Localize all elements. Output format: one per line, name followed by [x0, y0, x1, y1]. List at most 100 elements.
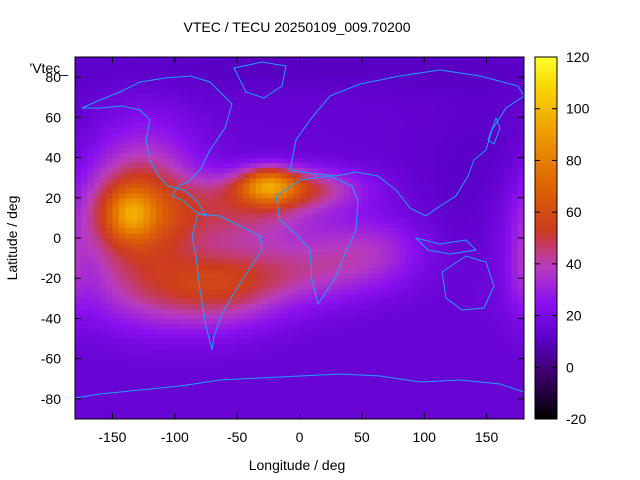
heatmap-cell — [374, 102, 382, 108]
heatmap-cell — [174, 293, 182, 299]
heatmap-cell — [486, 152, 494, 159]
heatmap-cell — [405, 212, 413, 219]
heatmap-cell — [249, 413, 257, 419]
heatmap-cell — [181, 263, 188, 269]
heatmap-cell — [112, 258, 120, 264]
heatmap-cell — [399, 162, 407, 169]
heatmap-cell — [87, 278, 95, 284]
heatmap-cell — [417, 388, 425, 395]
heatmap-cell — [181, 72, 188, 78]
heatmap-cell — [461, 147, 469, 154]
heatmap-cell — [417, 112, 425, 118]
heatmap-cell — [386, 238, 394, 244]
heatmap-cell — [174, 243, 182, 249]
heatmap-cell — [393, 258, 400, 264]
heatmap-cell — [467, 393, 475, 400]
heatmap-cell — [411, 192, 419, 199]
heatmap-cell — [442, 283, 450, 289]
heatmap-cell — [205, 112, 213, 118]
heatmap-cell — [336, 303, 344, 309]
heatmap-cell — [230, 343, 238, 350]
heatmap-cell — [380, 258, 388, 264]
heatmap-cell — [436, 227, 444, 234]
heatmap-cell — [205, 388, 213, 395]
heatmap-cell — [492, 132, 500, 139]
heatmap-cell — [399, 112, 407, 118]
heatmap-cell — [106, 248, 114, 254]
heatmap-cell — [187, 378, 195, 385]
heatmap-cell — [224, 137, 232, 144]
heatmap-cell — [336, 187, 344, 194]
heatmap-cell — [511, 97, 519, 103]
heatmap-cell — [106, 122, 114, 128]
heatmap-cell — [93, 132, 101, 139]
heatmap-cell — [124, 112, 132, 118]
heatmap-cell — [380, 152, 388, 159]
heatmap-cell — [455, 167, 463, 174]
heatmap-cell — [324, 343, 332, 350]
heatmap-cell — [361, 343, 369, 350]
heatmap-cell — [143, 197, 151, 204]
heatmap-cell — [324, 157, 332, 164]
heatmap-cell — [411, 147, 419, 154]
heatmap-cell — [75, 373, 82, 380]
heatmap-cell — [199, 222, 207, 229]
heatmap-cell — [237, 142, 244, 149]
heatmap-cell — [262, 187, 269, 194]
heatmap-cell — [193, 278, 201, 284]
heatmap-cell — [143, 318, 151, 325]
heatmap-cell — [343, 157, 350, 164]
heatmap-cell — [193, 187, 201, 194]
heatmap-cell — [99, 238, 107, 244]
heatmap-cell — [187, 122, 195, 128]
heatmap-cell — [149, 303, 157, 309]
heatmap-cell — [355, 92, 363, 98]
heatmap-cell — [368, 278, 375, 284]
heatmap-cell — [305, 127, 313, 134]
heatmap-cell — [380, 308, 388, 315]
heatmap-cell — [149, 398, 157, 405]
heatmap-cell — [187, 177, 195, 184]
heatmap-cell — [262, 197, 269, 204]
heatmap-cell — [75, 353, 82, 360]
heatmap-cell — [81, 268, 89, 274]
heatmap-cell — [449, 212, 457, 219]
heatmap-cell — [205, 77, 213, 83]
heatmap-cell — [249, 328, 257, 335]
heatmap-cell — [399, 182, 407, 189]
heatmap-cell — [156, 278, 163, 284]
heatmap-cell — [143, 243, 151, 249]
heatmap-cell — [224, 373, 232, 380]
heatmap-cell — [324, 333, 332, 340]
heatmap-cell — [305, 212, 313, 219]
heatmap-cell — [324, 263, 332, 269]
heatmap-cell — [417, 318, 425, 325]
heatmap-cell — [181, 323, 188, 330]
heatmap-cell — [330, 227, 338, 234]
heatmap-cell — [492, 318, 500, 325]
heatmap-cell — [318, 403, 326, 410]
heatmap-cell — [405, 232, 413, 239]
heatmap-cell — [474, 122, 481, 128]
heatmap-cell — [143, 343, 151, 350]
heatmap-cell — [467, 258, 475, 264]
heatmap-cell — [349, 92, 357, 98]
heatmap-cell — [511, 413, 519, 419]
heatmap-cell — [187, 308, 195, 315]
heatmap-cell — [199, 338, 207, 345]
heatmap-cell — [511, 167, 519, 174]
heatmap-cell — [131, 157, 138, 164]
heatmap-cell — [474, 152, 481, 159]
heatmap-cell — [486, 363, 494, 370]
heatmap-cell — [187, 273, 195, 279]
heatmap-cell — [517, 232, 524, 239]
heatmap-cell — [87, 112, 95, 118]
heatmap-cell — [193, 227, 201, 234]
heatmap-cell — [430, 162, 438, 169]
heatmap-cell — [174, 207, 182, 214]
heatmap-cell — [361, 117, 369, 123]
heatmap-cell — [405, 368, 413, 375]
heatmap-cell — [349, 152, 357, 159]
heatmap-cell — [386, 92, 394, 98]
heatmap-cell — [436, 187, 444, 194]
